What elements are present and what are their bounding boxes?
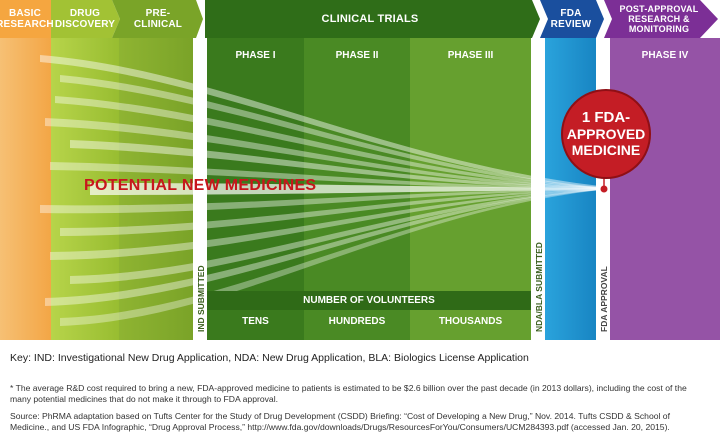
volunteers-thousands: THOUSANDS [438, 316, 503, 327]
ind-submitted-label: IND SUBMITTED [196, 265, 206, 332]
stage-pre-clinical: PRE-CLINICAL [133, 8, 183, 30]
volunteers-title: NUMBER OF VOLUNTEERS [303, 295, 435, 306]
column-phase-4 [610, 38, 720, 340]
header-bar [0, 0, 718, 38]
fda-approval-label: FDA APPROVAL [599, 266, 609, 332]
phase-2-label: PHASE II [335, 50, 379, 61]
footer: Key: IND: Investigational New Drug Appli… [0, 340, 720, 438]
funnel-ray [60, 75, 600, 189]
funnel-ray [50, 189, 600, 260]
funnel-ray [60, 189, 600, 236]
funnel-ray [70, 140, 600, 189]
funnel-core [90, 183, 600, 195]
abbreviation-key: Key: IND: Investigational New Drug Appli… [10, 352, 529, 364]
volunteers-hundreds: HUNDREDS [328, 316, 386, 327]
funnel-ray [50, 162, 600, 189]
phase-4-label: PHASE IV [641, 50, 689, 61]
funnel-ray [60, 189, 600, 326]
volunteers-tens: TENS [242, 316, 269, 327]
badge-line-2: APPROVED [566, 126, 646, 142]
stage-clinical-trials: CLINICAL TRIALS [321, 12, 419, 25]
cost-footnote: * The average R&D cost required to bring… [10, 383, 687, 404]
stage-fda-review: FDA REVIEW [550, 8, 592, 30]
potential-new-medicines-label: POTENTIAL NEW MEDICINES [84, 177, 317, 194]
approved-medicine-badge: 1 FDA- APPROVED MEDICINE [561, 89, 651, 179]
drug-development-diagram: BASIC RESEARCH DRUG DISCOVERY PRE-CLINIC… [0, 0, 720, 340]
source-note: Source: PhRMA adaptation based on Tufts … [10, 411, 670, 432]
stage-drug-discovery: DRUG DISCOVERY [54, 8, 116, 30]
funnel-ray [45, 189, 600, 306]
funnel-ray [70, 189, 600, 284]
funnel-ray [40, 55, 600, 189]
badge-line-3: MEDICINE [571, 142, 641, 158]
stage-basic-research: BASIC RESEARCH [0, 8, 54, 30]
funnel-ray [55, 96, 600, 189]
nda-submitted-label: NDA/BLA SUBMITTED [534, 242, 544, 332]
volunteers-band [207, 291, 531, 310]
medicine-funnel [40, 55, 608, 326]
column-basic-research [0, 38, 51, 340]
phase-1-label: PHASE I [235, 50, 276, 61]
phase-3-label: PHASE III [447, 50, 494, 61]
stage-post-approval: POST-APPROVAL RESEARCH & MONITORING [619, 4, 699, 34]
approval-dot [600, 185, 608, 193]
badge-line-1: 1 FDA- [581, 109, 631, 126]
funnel-ray [45, 118, 600, 189]
funnel-ray [40, 189, 600, 214]
